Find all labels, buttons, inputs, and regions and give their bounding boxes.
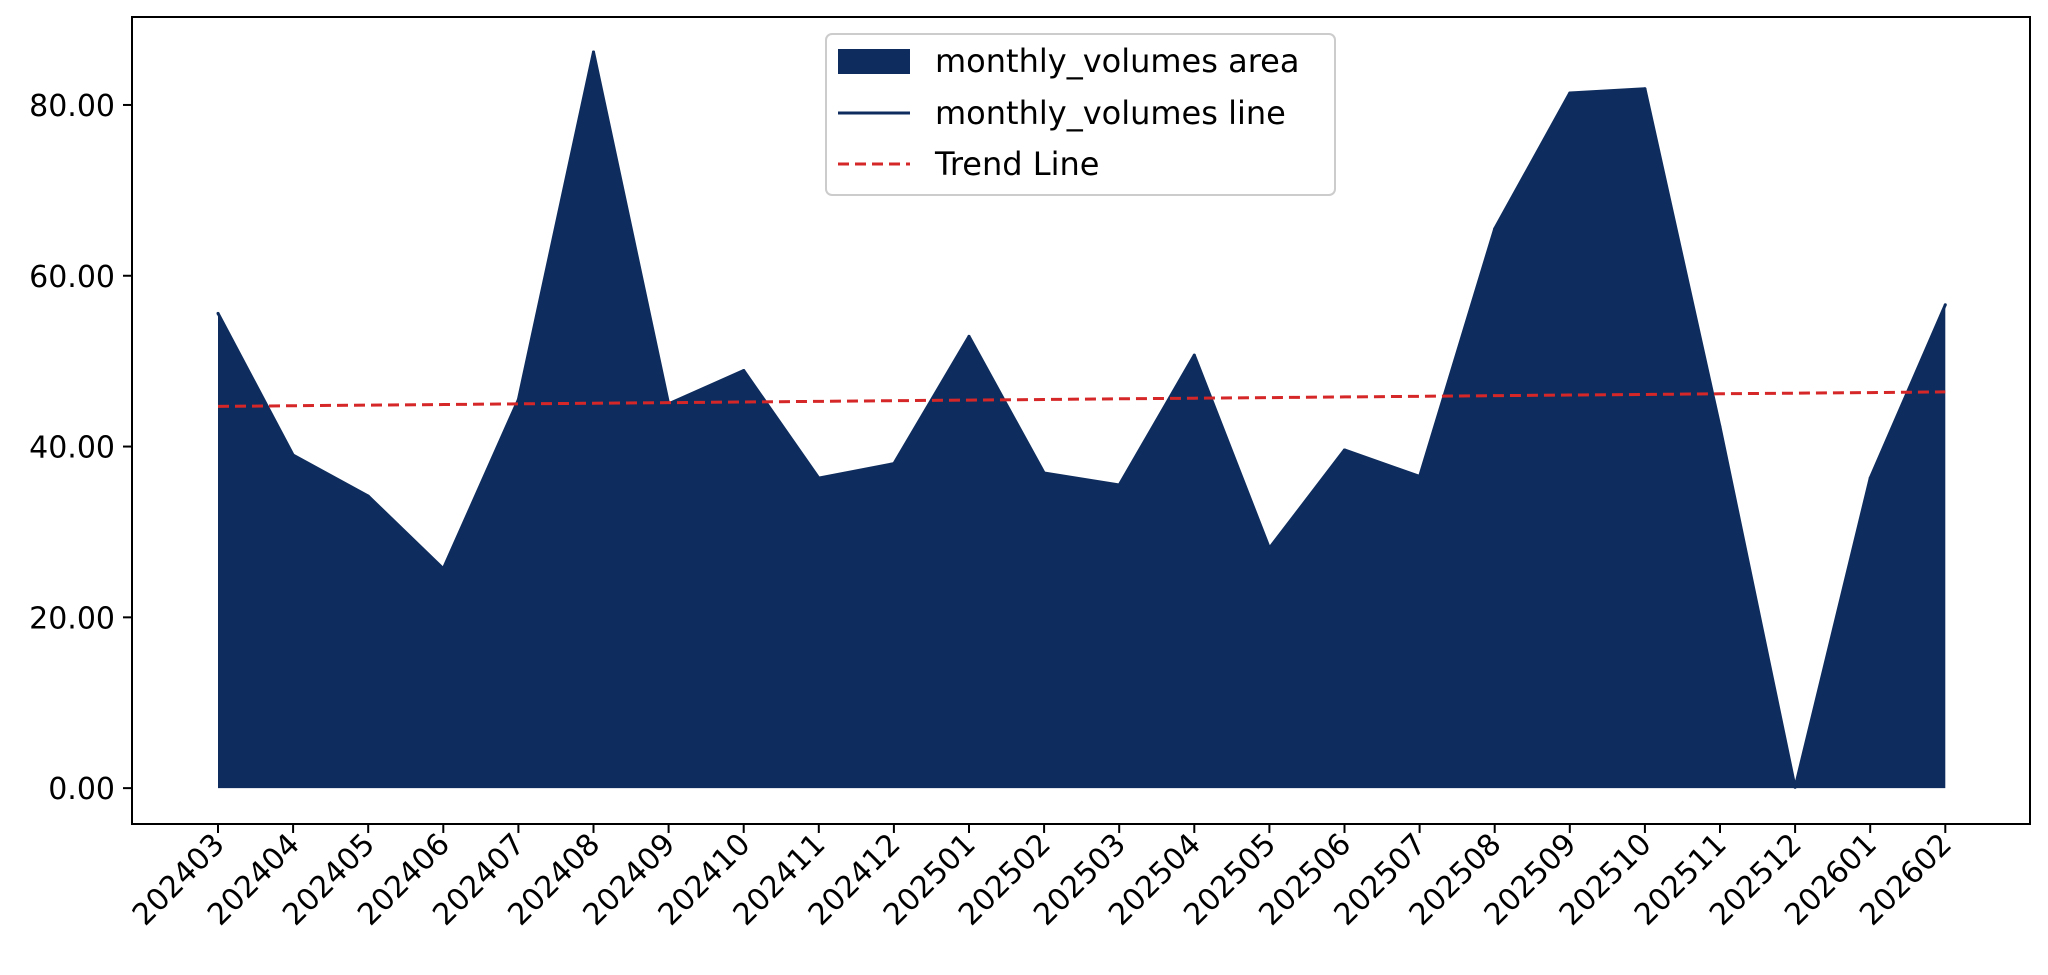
legend-label-area: monthly_volumes area	[935, 42, 1299, 80]
series-line	[216, 50, 1947, 789]
plot-layer	[216, 50, 1947, 789]
y-tick-label-3: 60.00	[29, 260, 115, 295]
data-point-202512	[1793, 785, 1797, 789]
legend-box	[825, 33, 1336, 196]
data-point-202507	[1418, 474, 1422, 478]
data-point-202403	[216, 311, 220, 315]
legend-label-trend: Trend Line	[934, 145, 1099, 183]
data-point-202410	[742, 369, 746, 373]
area-fill	[218, 52, 1946, 789]
data-point-202404	[291, 453, 295, 457]
legend: monthly_volumes area monthly_volumes lin…	[825, 33, 1336, 196]
y-tick-label-1: 20.00	[29, 601, 115, 636]
data-point-202506	[1343, 448, 1346, 452]
data-point-202511	[1718, 425, 1722, 429]
data-point-202411	[817, 476, 821, 480]
data-point-202405	[366, 494, 370, 498]
data-point-202508	[1493, 227, 1497, 231]
data-point-202406	[441, 567, 445, 571]
data-point-202412	[892, 462, 896, 466]
data-point-202407	[516, 398, 520, 402]
data-point-202408	[592, 50, 595, 54]
axes-frame	[131, 16, 2031, 825]
data-point-202503	[1117, 483, 1121, 487]
y-tick-label-2: 40.00	[29, 431, 115, 466]
data-point-202505	[1267, 546, 1271, 550]
data-point-202601	[1868, 476, 1872, 480]
data-point-202602	[1943, 303, 1947, 307]
data-point-202502	[1042, 471, 1046, 475]
y-tick-label-4: 80.00	[29, 89, 115, 124]
y-tick-label-0: 0.00	[48, 772, 115, 807]
data-point-202509	[1568, 91, 1572, 95]
data-point-202504	[1192, 353, 1196, 357]
data-point-202501	[967, 334, 971, 338]
legend-label-line: monthly_volumes line	[935, 94, 1286, 132]
legend-swatch-area	[838, 49, 910, 74]
data-point-202510	[1643, 87, 1647, 91]
